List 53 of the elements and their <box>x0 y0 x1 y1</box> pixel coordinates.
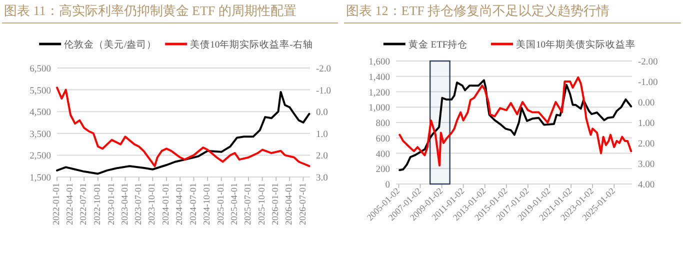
y2-tick-label: 0.0 <box>316 108 328 118</box>
y-tick-label: 200 <box>376 165 390 176</box>
chart-title: 图表 12：ETF 持仓修复尚不足以定义趋势行情 <box>346 3 610 18</box>
y-tick-label: 1,400 <box>368 72 390 83</box>
y2-tick-label: -1.00 <box>638 78 658 88</box>
x-tick-label: 2025-07-01 <box>242 183 253 225</box>
x-tick-label: 2025-10-01 <box>256 183 266 225</box>
x-tick-label: 2024-04-01 <box>174 183 184 225</box>
legend-label: 伦敦金（美元/盎司） <box>64 38 157 50</box>
legend-label: 美国10年期美债实际收益率 <box>516 38 636 50</box>
y-tick-label: 400 <box>376 150 390 160</box>
y-tick-label: 3,500 <box>30 130 52 140</box>
x-tick-label: 2026-04-01 <box>284 183 294 225</box>
y2-tick-label: 0.00 <box>638 98 655 108</box>
x-tick-label: 2024-10-01 <box>202 183 212 225</box>
x-tick-label: 2022-01-01 <box>51 183 62 225</box>
y-tick-label: 6,500 <box>30 64 52 74</box>
y2-tick-label: 2.0 <box>316 152 328 162</box>
y-tick-label: 800 <box>376 119 390 129</box>
y2-tick-label: 2.00 <box>638 140 655 150</box>
y-tick-label: 5,500 <box>30 86 52 96</box>
y2-tick-label: -2.00 <box>638 58 658 68</box>
x-tick-label: 2025-01-01 <box>215 183 226 225</box>
y2-tick-label: 1.0 <box>316 130 328 140</box>
y2-tick-label: 4.00 <box>638 180 655 190</box>
x-tick-label: 2022-07-01 <box>78 183 88 225</box>
x-tick-label: 2024-01-01 <box>160 183 171 225</box>
x-tick-label: 2025-04-01 <box>228 183 239 225</box>
legend-label: 黄金 ETF持仓 <box>408 38 468 50</box>
y-tick-label: 1,600 <box>368 58 390 68</box>
x-tick-label: 2022-04-01 <box>64 183 75 225</box>
y2-tick-label: 1.00 <box>638 119 655 129</box>
y-tick-label: 1,000 <box>368 104 390 114</box>
y2-tick-label: 3.0 <box>316 174 328 184</box>
y-tick-label: 1,500 <box>30 174 52 184</box>
x-tick-label: 2022-10-01 <box>92 183 102 225</box>
x-tick-label: 2026-07-01 <box>297 183 308 225</box>
y-tick-label: 0 <box>385 180 390 190</box>
chart-title: 图表 11：高实际利率仍抑制黄金 ETF 的周期性配置 <box>4 3 296 18</box>
x-tick-label: 2023-10-01 <box>146 183 157 225</box>
y-tick-label: 4,500 <box>30 108 52 118</box>
y-tick-label: 2,500 <box>30 152 52 162</box>
x-tick-label: 2024-07-01 <box>188 183 198 225</box>
y-tick-label: 1,200 <box>368 88 390 98</box>
y2-tick-label: 3.00 <box>638 160 655 170</box>
y-tick-label: 600 <box>376 134 390 144</box>
y2-tick-label: -2.0 <box>316 64 332 74</box>
x-tick-label: 2023-01-01 <box>106 183 116 225</box>
legend-label: 美债10年期实际收益率-右轴 <box>190 38 313 50</box>
x-tick-label: 2023-07-01 <box>132 183 143 225</box>
x-tick-label: 2023-04-01 <box>119 183 130 225</box>
x-tick-label: 2026-01-01 <box>270 183 280 225</box>
y2-tick-label: -1.0 <box>316 86 332 96</box>
